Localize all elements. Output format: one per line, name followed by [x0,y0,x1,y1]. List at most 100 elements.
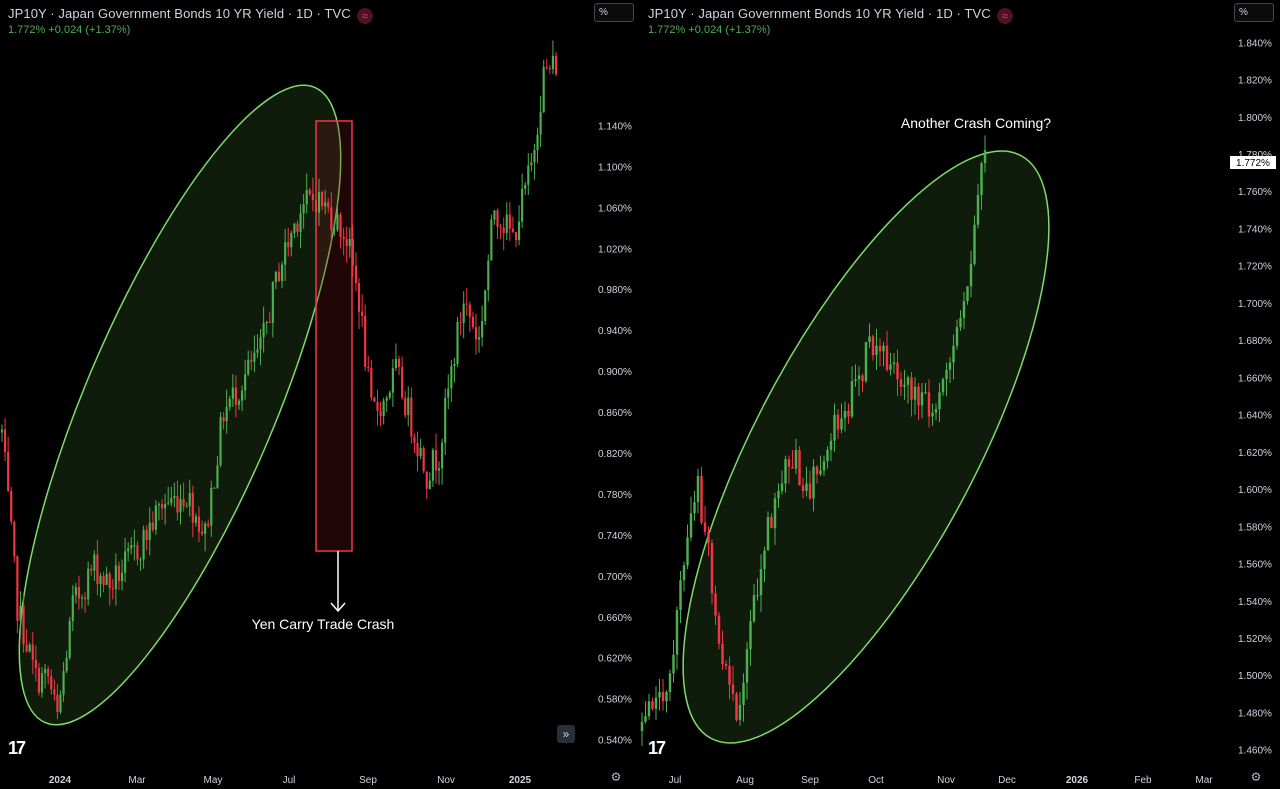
candle-body [980,163,983,195]
candle-body [456,321,459,364]
double-chevron-right-icon[interactable]: » [557,725,575,743]
right-scale-mode-button[interactable]: % [1234,3,1274,22]
candle-body [114,565,117,590]
tradingview-logo-icon: 17 [8,738,26,758]
y-tick-label: 1.720% [1238,262,1272,273]
right-chart-svg[interactable]: 1.840% 1.820% 1.800% 1.780% 1.760% 1.740% 1.72… [640,0,1280,789]
candle-body [829,440,833,450]
candle-body [735,693,738,720]
candle-body [274,271,277,283]
candle-body [370,368,373,398]
candle-body [194,516,197,523]
candle-body [906,377,910,385]
gear-icon[interactable]: ⚙ [1250,770,1262,784]
candle-body [108,573,111,589]
candle-body [197,516,201,532]
candle-body [654,697,658,709]
candle-body [693,502,696,514]
candle-body [397,358,401,368]
candle-body [889,364,892,370]
candle-body [28,644,31,652]
candle-body [533,149,536,163]
candle-body [934,409,938,413]
candle-body [857,375,861,380]
candle-body [759,569,763,596]
candle-body [422,447,425,472]
y-tick-label: 1.580% [1238,522,1272,533]
candle-body [0,429,4,433]
candle-body [354,265,358,284]
candle-body [388,392,391,398]
y-tick-label: 0.620% [598,654,632,665]
candle-body [367,367,370,369]
candle-body [710,543,714,594]
y-tick-label: 1.780% [1238,150,1272,161]
candle-body [822,461,826,471]
candle-body [339,214,342,238]
candle-body [164,504,167,509]
candle-body [391,368,394,393]
candle-body [219,417,222,466]
candle-body [133,545,136,547]
y-tick-label: 1.540% [1238,597,1272,608]
left-chart-svg[interactable]: 1.140% 1.100% 1.060% 1.020% 0.980% 0.940% 0.90… [0,0,640,789]
left-scale-mode-button[interactable]: % [594,3,634,22]
candle-body [394,358,398,369]
candle-body [416,442,419,457]
candle-body [425,471,428,489]
candle-body [271,282,274,323]
x-tick-label: Aug [736,775,754,786]
candle-body [496,210,499,227]
x-tick-label: Sep [801,775,819,786]
candle-body [62,671,65,695]
candle-body [210,487,213,526]
candle-body [969,263,973,287]
candle-body [521,188,524,222]
gear-icon[interactable]: ⚙ [610,770,622,784]
candle-body [47,669,50,677]
candle-body [931,412,934,417]
candle-body [237,400,241,405]
candle-body [50,676,53,690]
candle-body [545,67,548,69]
candle-body [924,392,927,394]
y-tick-label: 0.580% [598,695,632,706]
candle-body [896,362,899,380]
candle-body [938,392,941,410]
candle-body [308,189,311,195]
candle-body [234,387,237,405]
candle-body [861,375,864,382]
candle-body [428,480,431,489]
left-symbol-header[interactable]: JP10Y · Japan Government Bonds 10 YR Yie… [8,6,373,24]
candle-body [142,529,145,560]
candle-body [721,643,724,665]
candle-body [536,134,539,150]
y-tick-label: 0.700% [598,572,632,583]
candle-body [284,242,287,265]
candle-body [696,476,700,503]
candle-body [71,595,74,621]
candle-body [477,337,481,340]
candle-body [731,684,735,694]
candle-body [327,202,330,208]
candle-body [96,554,99,585]
candle-body [826,449,829,462]
candle-body [644,716,647,722]
candle-body [77,587,81,599]
candle-body [453,363,456,366]
right-symbol-header[interactable]: JP10Y · Japan Government Bonds 10 YR Yie… [648,6,1013,24]
candle-body [703,522,707,532]
candle-body [204,523,207,534]
y-tick-label: 0.820% [598,449,632,460]
candle-body [738,705,742,720]
x-tick-label: 2026 [1066,775,1089,786]
candle-body [815,466,819,475]
candle-body [222,417,225,422]
candle-body [766,517,770,551]
last-value-label: 1.772% [1236,158,1270,169]
candle-body [468,304,471,317]
candle-body [665,691,668,702]
candle-body [225,406,228,422]
y-tick-label: 1.140% [598,121,632,132]
candle-body [511,228,514,232]
